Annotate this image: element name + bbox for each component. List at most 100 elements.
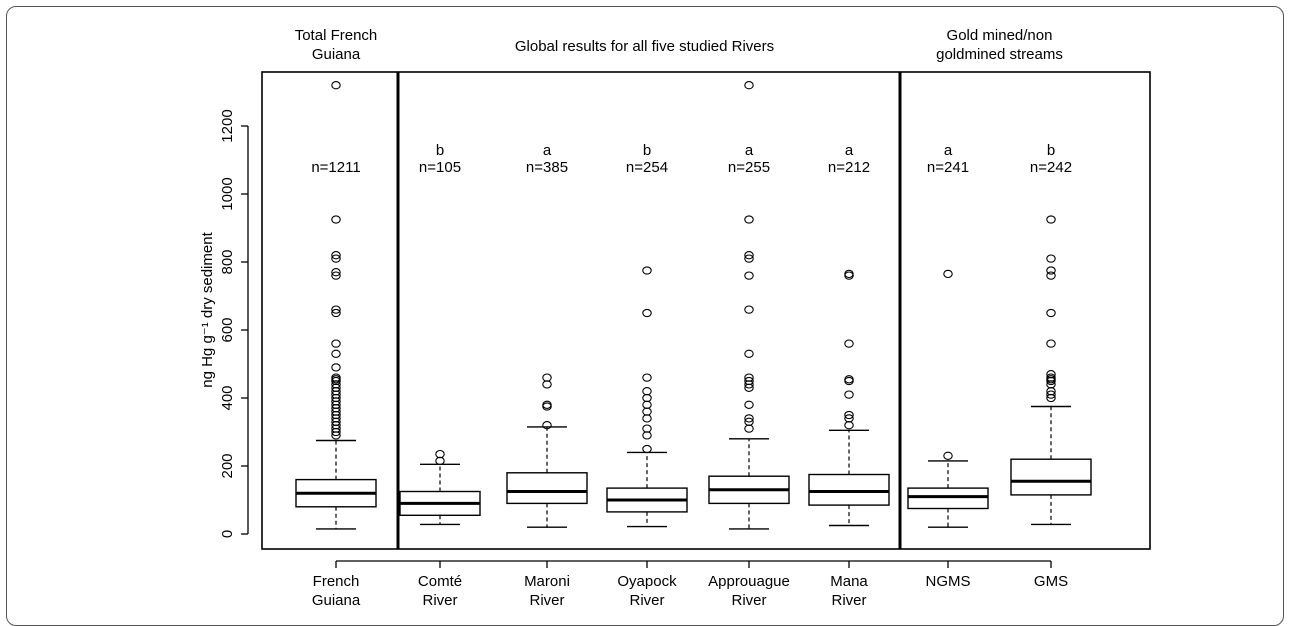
outlier-point <box>943 451 953 460</box>
n-label: n=105 <box>419 159 461 176</box>
outlier-point <box>1046 266 1056 275</box>
y-tick-label: 0 <box>219 530 236 538</box>
outlier-point <box>542 380 552 389</box>
outlier-point <box>1046 390 1056 399</box>
x-tick-label: River <box>731 592 766 609</box>
outlier-point <box>542 373 552 382</box>
outlier-point <box>331 349 341 358</box>
outlier-point <box>744 254 754 263</box>
outlier-point <box>844 339 854 348</box>
outlier-point <box>642 444 652 454</box>
outlier-point <box>844 410 854 420</box>
n-label: n=254 <box>626 159 668 176</box>
box-iqr <box>907 487 989 510</box>
box-iqr <box>1010 458 1092 496</box>
outlier-point <box>1046 376 1056 386</box>
outlier-point <box>642 387 652 396</box>
outlier-point <box>542 421 552 430</box>
outlier-point <box>744 81 754 90</box>
significance-letter: a <box>944 142 953 159</box>
panel-title: Guiana <box>312 46 361 63</box>
outlier-point <box>331 254 341 263</box>
outlier-point <box>844 376 854 386</box>
outlier-point <box>331 308 341 318</box>
n-label: n=255 <box>728 159 770 176</box>
panel-title: Global results for all five studied Rive… <box>515 38 774 55</box>
y-tick-label: 800 <box>219 249 236 274</box>
outlier-point <box>331 215 341 224</box>
panel-title: Gold mined/non <box>947 27 1053 44</box>
x-tick-label: Guiana <box>312 592 361 609</box>
y-tick-label: 1000 <box>219 177 236 210</box>
outlier-point <box>744 380 754 389</box>
n-label: n=385 <box>526 159 568 176</box>
outlier-point <box>331 339 341 348</box>
outlier-point <box>1046 393 1056 403</box>
outlier-point <box>435 449 445 459</box>
outlier-point <box>744 349 754 358</box>
x-tick-label: River <box>629 592 664 609</box>
outlier-point <box>642 308 652 318</box>
significance-letter: a <box>845 142 854 159</box>
n-label: n=242 <box>1030 159 1072 176</box>
outlier-point <box>642 373 652 382</box>
outlier-point <box>331 363 341 372</box>
outlier-point <box>435 456 445 466</box>
outlier-point <box>1046 254 1056 263</box>
box-iqr <box>808 473 890 506</box>
x-tick-label: Oyapock <box>617 573 677 590</box>
outlier-point <box>642 266 652 275</box>
outlier-point <box>744 305 754 314</box>
n-label: n=1211 <box>311 159 360 176</box>
outlier-point <box>642 393 652 403</box>
x-tick-label: NGMS <box>926 573 971 590</box>
outlier-point <box>744 215 754 224</box>
outlier-point <box>331 271 341 280</box>
y-tick-label: 400 <box>219 385 236 410</box>
panel-title: goldmined streams <box>936 46 1063 63</box>
outlier-point <box>642 424 652 433</box>
outlier-point <box>744 400 754 409</box>
outlier-point <box>1046 271 1056 280</box>
x-tick-label: GMS <box>1034 573 1068 590</box>
outlier-point <box>844 271 854 280</box>
significance-letter: a <box>745 142 754 159</box>
outlier-point <box>542 402 552 411</box>
boxplot-chart: 0 200 400 600 800 1000 1200 ng Hg g⁻¹ dry sedim… <box>199 27 1151 609</box>
x-tick-label: Maroni <box>524 573 570 590</box>
plot-area <box>261 71 1151 550</box>
y-tick-label: 600 <box>219 317 236 342</box>
outlier-point <box>542 400 552 409</box>
outlier-point <box>744 414 754 423</box>
outlier-point <box>1046 308 1056 318</box>
outlier-point <box>331 305 341 314</box>
outlier-point <box>844 421 854 430</box>
y-axis-label: ng Hg g⁻¹ dry sediment <box>199 231 216 387</box>
outlier-point <box>744 383 754 392</box>
panel-title: Total French <box>295 27 378 44</box>
outlier-point <box>844 269 854 279</box>
x-tick-label: French <box>313 573 360 590</box>
box-iqr <box>506 472 588 505</box>
outlier-point <box>642 407 652 416</box>
outlier-point <box>331 427 341 437</box>
x-tick-label: Mana <box>830 573 868 590</box>
outlier-point <box>642 414 652 423</box>
outlier-point <box>943 269 953 279</box>
n-label: n=212 <box>828 159 870 176</box>
outlier-point <box>844 390 854 399</box>
significance-letter: a <box>543 142 552 159</box>
n-label: n=241 <box>927 159 969 176</box>
y-tick-label: 1200 <box>219 109 236 142</box>
significance-letter: b <box>643 142 651 159</box>
x-tick-label: River <box>422 592 457 609</box>
outlier-point <box>744 251 754 260</box>
outlier-point <box>331 251 341 260</box>
outlier-point <box>642 431 652 440</box>
outlier-point <box>642 400 652 409</box>
outlier-point <box>331 268 341 277</box>
outlier-point <box>1046 339 1056 348</box>
x-tick-label: Comté <box>418 573 462 590</box>
outlier-point <box>1046 215 1056 224</box>
outlier-point <box>331 431 341 440</box>
